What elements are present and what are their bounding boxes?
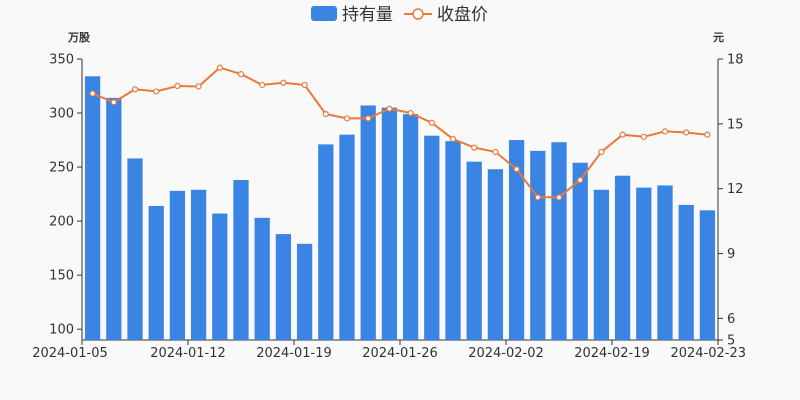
bar-holdings-2024-01-22[interactable] xyxy=(318,144,334,340)
legend: 持有量 收盘价 xyxy=(311,5,488,25)
point-close-price-2024-01-23[interactable] xyxy=(343,115,351,122)
x-axis-tick-label: 2024-02-19 xyxy=(574,346,650,361)
line-series xyxy=(89,64,711,201)
point-close-price-2024-01-29[interactable] xyxy=(428,119,435,126)
bar-holdings-2024-02-08[interactable] xyxy=(593,189,610,340)
bar-holdings-2024-01-17[interactable] xyxy=(254,217,270,340)
bar-holdings-2024-01-05[interactable] xyxy=(84,76,101,341)
point-close-price-2024-01-26[interactable] xyxy=(407,109,414,117)
axes: 万股 元 100 150 200 250 300 350 5 6 9 12 15 18 2024-01-05… xyxy=(32,31,746,361)
legend-swatch-holdings[interactable] xyxy=(311,6,337,21)
bar-holdings-2024-02-21[interactable] xyxy=(657,185,673,340)
bar-holdings-2024-01-12[interactable] xyxy=(190,189,207,340)
bar-holdings-2024-01-08[interactable] xyxy=(106,97,122,341)
point-close-price-2024-02-01[interactable] xyxy=(492,148,499,156)
bar-holdings-2024-01-18[interactable] xyxy=(275,234,292,340)
point-close-price-2024-02-02[interactable] xyxy=(513,166,520,173)
left-axis-tick-label: 200 xyxy=(49,215,74,230)
bar-holdings-2024-01-30[interactable] xyxy=(445,141,461,340)
point-close-price-2024-02-20[interactable] xyxy=(640,133,647,140)
bar-holdings-2024-01-25[interactable] xyxy=(381,107,398,340)
bar-holdings-2024-01-15[interactable] xyxy=(212,213,228,340)
x-axis-tick-label: 2024-01-19 xyxy=(256,346,332,361)
point-close-price-2024-02-21[interactable] xyxy=(661,128,669,135)
bar-holdings-2024-01-31[interactable] xyxy=(466,161,482,340)
point-close-price-2024-01-30[interactable] xyxy=(449,135,457,143)
left-axis-tick-label: 250 xyxy=(49,161,74,176)
bar-holdings-2024-01-11[interactable] xyxy=(169,190,186,340)
point-close-price-2024-01-22[interactable] xyxy=(322,111,329,118)
legend-label-close-price[interactable]: 收盘价 xyxy=(437,5,488,25)
bar-holdings-2024-02-23[interactable] xyxy=(699,210,716,340)
bar-holdings-2024-01-09[interactable] xyxy=(127,158,143,340)
left-axis-unit-label: 万股 xyxy=(67,31,91,44)
x-axis-tick-label: 2024-01-12 xyxy=(150,346,226,361)
bar-holdings-2024-01-29[interactable] xyxy=(424,135,440,340)
right-axis-tick-label: 18 xyxy=(727,53,744,68)
bar-series xyxy=(84,76,716,341)
right-axis-tick-label: 9 xyxy=(727,247,735,262)
bar-holdings-2024-02-19[interactable] xyxy=(614,175,631,340)
left-axis-tick-label: 350 xyxy=(49,53,74,68)
x-axis-tick-label: 2024-02-23 xyxy=(670,346,746,361)
bar-holdings-2024-02-22[interactable] xyxy=(678,204,694,340)
bar-holdings-2024-01-24[interactable] xyxy=(360,105,376,340)
point-close-price-2024-01-25[interactable] xyxy=(386,105,393,112)
right-axis-tick-label: 5 xyxy=(727,334,735,349)
legend-swatch-close-price-marker xyxy=(412,8,424,20)
bar-holdings-2024-02-01[interactable] xyxy=(487,169,504,340)
bar-holdings-2024-01-26[interactable] xyxy=(402,114,419,340)
point-close-price-2024-01-11[interactable] xyxy=(174,82,181,90)
right-axis-tick-label: 15 xyxy=(727,117,744,132)
right-axis-unit-label: 元 xyxy=(713,31,724,44)
point-close-price-2024-01-17[interactable] xyxy=(259,81,266,89)
point-close-price-2024-01-31[interactable] xyxy=(471,144,478,151)
bar-holdings-2024-02-02[interactable] xyxy=(508,140,525,340)
left-axis-tick-label: 150 xyxy=(49,269,74,284)
point-close-price-2024-01-10[interactable] xyxy=(153,88,160,95)
bar-holdings-2024-01-10[interactable] xyxy=(148,205,164,340)
point-close-price-2024-02-22[interactable] xyxy=(683,129,690,136)
point-close-price-2024-01-19[interactable] xyxy=(301,81,308,89)
point-close-price-2024-01-05[interactable] xyxy=(89,90,96,97)
left-axis-tick-label: 100 xyxy=(49,323,74,338)
point-close-price-2024-01-24[interactable] xyxy=(365,115,372,122)
point-close-price-2024-01-08[interactable] xyxy=(110,99,117,106)
right-axis-tick-label: 12 xyxy=(727,182,744,197)
bar-holdings-2024-01-23[interactable] xyxy=(339,134,355,340)
point-close-price-2024-01-12[interactable] xyxy=(195,83,202,90)
bar-holdings-2024-02-20[interactable] xyxy=(636,187,652,340)
point-close-price-2024-02-05[interactable] xyxy=(534,194,541,201)
bar-holdings-2024-01-16[interactable] xyxy=(233,180,249,340)
point-close-price-2024-01-16[interactable] xyxy=(237,71,245,78)
right-axis-tick-label: 6 xyxy=(727,312,735,327)
legend-label-holdings[interactable]: 持有量 xyxy=(342,5,393,25)
point-close-price-2024-02-08[interactable] xyxy=(598,148,605,156)
point-close-price-2024-02-06[interactable] xyxy=(555,194,563,201)
bar-holdings-2024-02-05[interactable] xyxy=(530,150,546,340)
x-axis-tick-label: 2024-01-05 xyxy=(32,346,108,361)
line-close-price xyxy=(92,66,708,199)
bar-holdings-2024-02-07[interactable] xyxy=(572,162,588,340)
bar-holdings-2024-02-06[interactable] xyxy=(551,142,567,340)
point-close-price-2024-01-09[interactable] xyxy=(131,86,139,93)
point-close-price-2024-01-18[interactable] xyxy=(280,79,287,86)
left-axis-tick-label: 300 xyxy=(49,107,74,122)
x-axis-tick-label: 2024-01-26 xyxy=(362,346,438,361)
bar-holdings-2024-01-19[interactable] xyxy=(296,243,313,340)
x-axis-tick-label: 2024-02-02 xyxy=(468,346,544,361)
point-close-price-2024-01-15[interactable] xyxy=(216,64,223,71)
point-close-price-2024-02-19[interactable] xyxy=(619,131,626,138)
point-close-price-2024-02-07[interactable] xyxy=(577,176,584,184)
point-close-price-2024-02-23[interactable] xyxy=(704,131,711,138)
